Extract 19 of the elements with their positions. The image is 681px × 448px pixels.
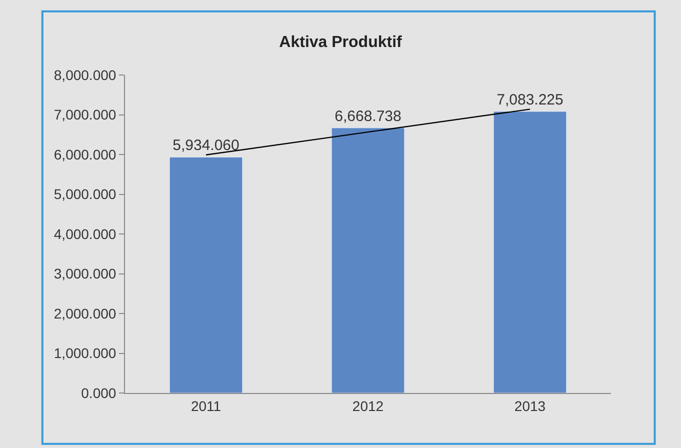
y-tick-label: 6,000.000	[54, 146, 116, 162]
data-label: 7,083.225	[496, 91, 564, 108]
y-tick-label: 2,000.000	[54, 305, 116, 322]
y-tick-label: 0.000	[81, 384, 116, 401]
y-tick-label: 7,000.000	[54, 106, 116, 123]
x-tick-label: 2012	[352, 398, 384, 414]
chart-title: Aktiva Produktif	[279, 34, 403, 52]
data-label: 5,934.060	[172, 137, 240, 154]
y-tick-label: 1,000.000	[54, 345, 116, 362]
bar	[493, 111, 567, 393]
y-tick-label: 8,000.000	[54, 66, 116, 83]
y-tick-label: 4,000.000	[54, 226, 116, 242]
y-tick-label: 5,000.000	[54, 186, 116, 202]
x-tick-label: 2013	[514, 398, 546, 414]
data-label: 6,668.738	[334, 108, 402, 125]
bar	[331, 128, 405, 393]
bar	[169, 156, 243, 393]
x-tick-label: 2011	[190, 398, 222, 414]
y-tick-label: 3,000.000	[54, 266, 116, 282]
